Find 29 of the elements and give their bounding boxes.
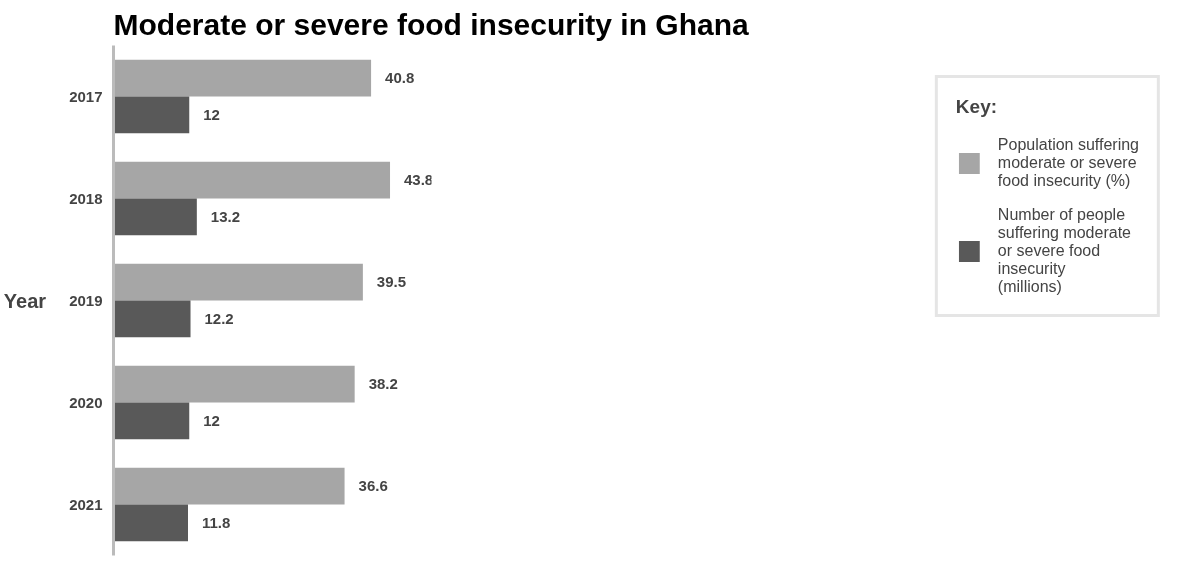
bar <box>113 300 191 338</box>
y-tick-label: 2020 <box>69 393 103 411</box>
data-label: 11.8 <box>202 513 231 531</box>
data-label: 40.8 <box>385 69 415 87</box>
chart-title: Moderate or severe food insecurity in Ghana <box>113 7 749 41</box>
bar <box>113 263 363 301</box>
data-label: 12 <box>203 105 220 123</box>
bar <box>113 504 188 542</box>
legend-label: Number of people suffering moderate or severe food insecurity (millions) <box>997 206 1131 296</box>
legend-title: Key: <box>955 96 999 118</box>
data-label: 38.2 <box>368 375 398 393</box>
y-tick-label: 2018 <box>69 189 103 207</box>
bar <box>113 198 197 236</box>
data-label: 36.6 <box>358 477 388 495</box>
y-axis-title: Year <box>3 289 47 312</box>
data-label: 12 <box>203 411 220 429</box>
bar <box>113 467 345 505</box>
bar <box>113 59 372 97</box>
bar <box>113 365 355 403</box>
y-tick-label: 2017 <box>69 87 103 105</box>
legend-label: Population suffering moderate or severe food insecurity (%) <box>997 136 1139 190</box>
bar <box>113 402 190 440</box>
y-tick-label: 2019 <box>69 291 103 309</box>
data-label: 39.5 <box>376 273 407 291</box>
data-label: 13.2 <box>210 207 241 225</box>
y-tick-label: 2021 <box>69 495 103 513</box>
bar <box>113 96 190 134</box>
bar <box>113 161 391 199</box>
data-label: 12.2 <box>204 309 234 327</box>
